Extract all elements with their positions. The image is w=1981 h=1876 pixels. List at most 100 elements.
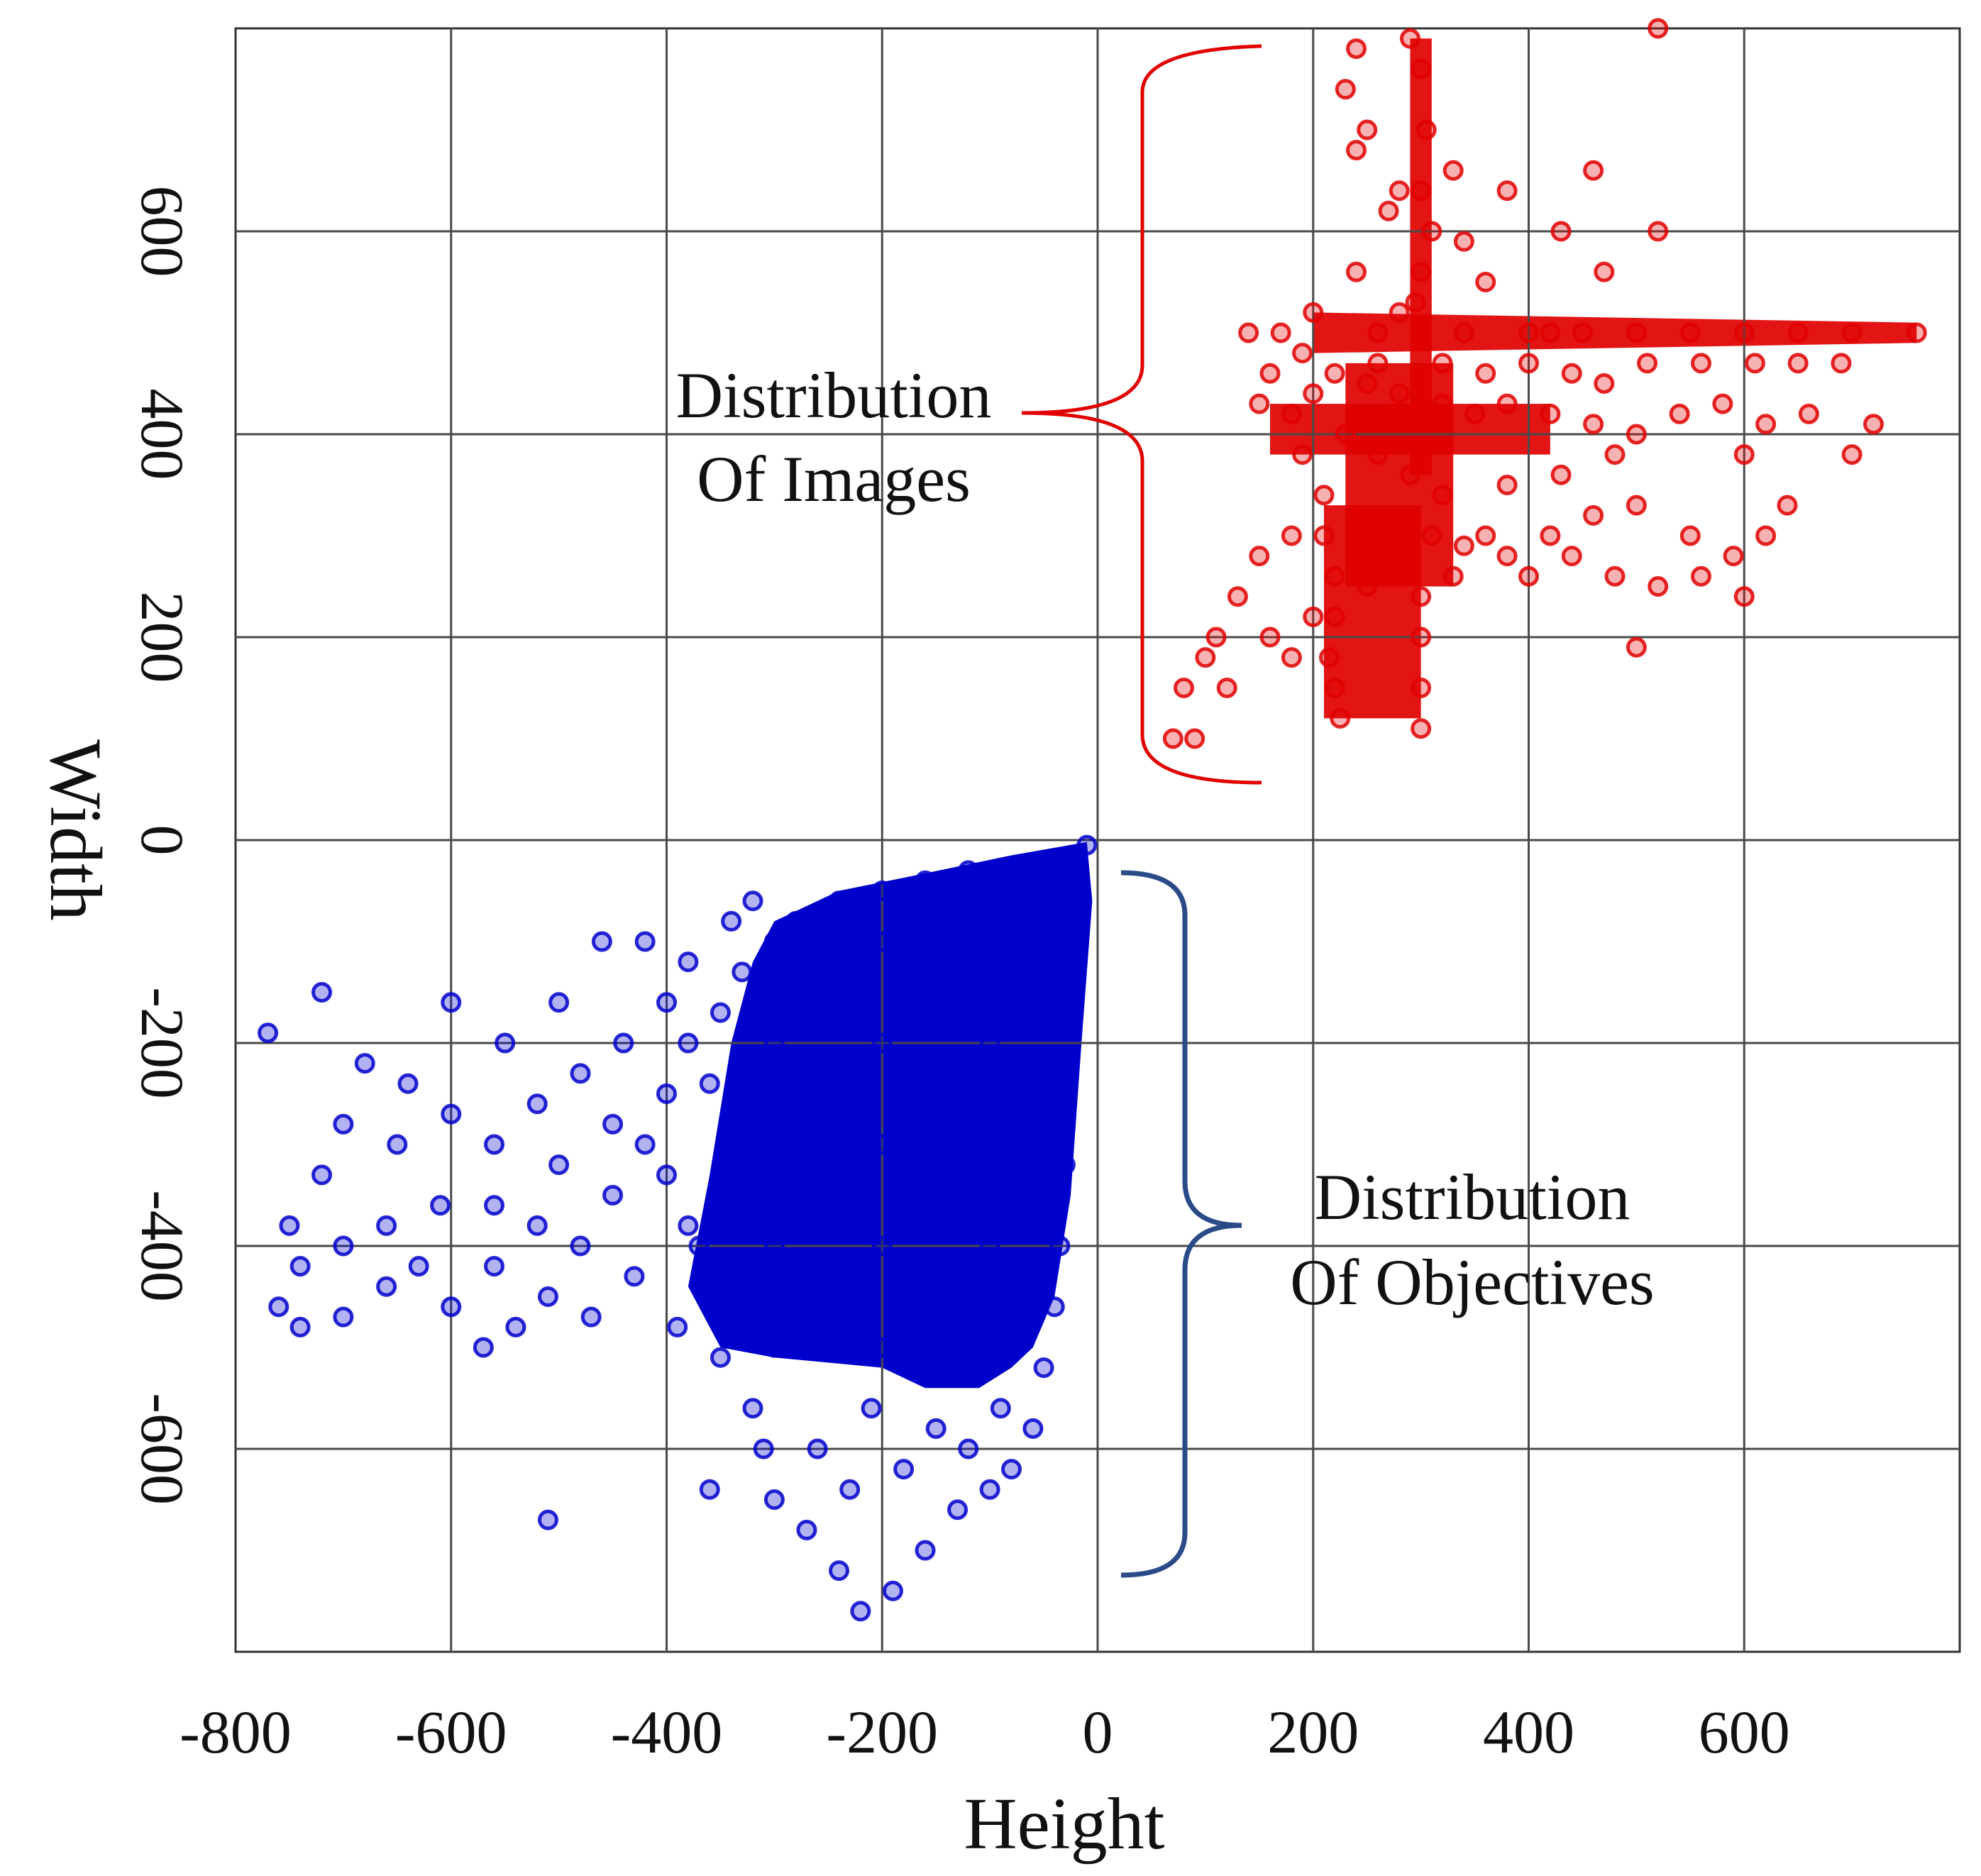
objective-point xyxy=(763,1235,785,1257)
objective-point xyxy=(602,1185,624,1205)
objective-point xyxy=(958,860,979,881)
y-tick-label: 0 xyxy=(128,825,197,856)
image-point xyxy=(1292,444,1313,465)
image-point xyxy=(1626,424,1647,445)
image-point xyxy=(1733,586,1755,607)
objective-point xyxy=(829,890,849,912)
objective-point xyxy=(1044,850,1065,871)
objective-point xyxy=(495,1032,516,1054)
image-point xyxy=(1691,565,1711,587)
objective-point xyxy=(656,1083,677,1104)
objective-point xyxy=(484,1195,504,1216)
image-point xyxy=(1712,393,1733,414)
objective-point xyxy=(526,1215,548,1236)
objective-point xyxy=(1066,910,1087,932)
image-point xyxy=(1249,393,1270,414)
objective-point xyxy=(861,1398,882,1419)
objective-point xyxy=(710,1002,731,1023)
objective-point xyxy=(678,951,699,973)
objective-point xyxy=(279,1215,300,1236)
image-point xyxy=(1411,58,1432,79)
objective-point xyxy=(354,1053,375,1074)
objective-point xyxy=(710,1347,731,1368)
objective-point xyxy=(871,931,893,952)
objectives-dense-region xyxy=(688,842,1093,1389)
image-point xyxy=(1679,322,1701,343)
objective-point xyxy=(763,931,785,952)
objective-point xyxy=(817,1185,839,1205)
image-point xyxy=(1755,525,1777,546)
objective-point xyxy=(915,1540,936,1561)
objective-point xyxy=(925,1185,947,1205)
image-point xyxy=(1216,678,1237,698)
image-point xyxy=(1421,525,1442,546)
objective-point xyxy=(1022,1418,1044,1439)
objective-point xyxy=(871,1032,893,1054)
objective-point xyxy=(441,992,462,1013)
objective-point xyxy=(796,1519,817,1540)
objective-point xyxy=(268,1296,289,1318)
y-tick-label: 400 xyxy=(128,389,197,480)
objectives-bracket xyxy=(1120,870,1242,1578)
objective-point xyxy=(537,1286,558,1307)
image-point xyxy=(1464,403,1486,424)
image-point xyxy=(1346,140,1367,161)
objectives-annotation-line-1: Distribution xyxy=(1315,1161,1630,1233)
objective-point xyxy=(548,992,570,1013)
objective-point xyxy=(570,1235,591,1257)
objective-point xyxy=(311,1164,332,1186)
image-point xyxy=(1432,393,1453,414)
image-point xyxy=(1335,424,1356,445)
objective-point xyxy=(441,1103,462,1125)
objective-point xyxy=(1054,1154,1076,1176)
objective-point xyxy=(871,1235,893,1257)
image-point xyxy=(1399,464,1420,485)
objective-point xyxy=(699,1073,720,1094)
objective-point xyxy=(732,961,753,983)
image-point xyxy=(1367,353,1389,374)
image-point xyxy=(1319,647,1340,668)
image-point xyxy=(1561,546,1582,567)
image-point xyxy=(1583,160,1604,181)
image-point xyxy=(1755,414,1777,435)
objective-point xyxy=(979,1134,1000,1155)
objective-point xyxy=(634,1134,656,1155)
image-point xyxy=(1831,353,1852,374)
grid xyxy=(234,27,1961,1653)
objective-point xyxy=(333,1113,354,1135)
objective-point xyxy=(441,1296,462,1318)
image-point xyxy=(1540,403,1561,424)
y-tick-label: 200 xyxy=(128,592,197,683)
image-point xyxy=(1195,647,1216,668)
image-point xyxy=(1518,565,1539,587)
image-point xyxy=(1648,221,1669,242)
image-point xyxy=(1324,678,1345,698)
objective-point xyxy=(602,1113,624,1135)
objective-point xyxy=(591,931,612,952)
objective-point xyxy=(1076,834,1098,856)
objective-point xyxy=(699,1479,720,1500)
image-point xyxy=(1238,322,1259,343)
objective-point xyxy=(505,1316,526,1337)
objective-point xyxy=(817,1286,839,1307)
image-point xyxy=(1357,576,1378,597)
objective-point xyxy=(580,1306,602,1328)
image-point xyxy=(1691,353,1711,374)
objective-point xyxy=(817,982,839,1003)
objective-point xyxy=(1001,1459,1022,1480)
image-point xyxy=(1411,322,1432,343)
objective-point xyxy=(871,1134,893,1155)
objective-point xyxy=(311,982,332,1003)
image-point xyxy=(1496,393,1518,414)
x-tick-label: -200 xyxy=(826,1698,938,1766)
image-point xyxy=(1281,525,1302,546)
objective-point xyxy=(990,1398,1011,1419)
image-point xyxy=(1572,322,1593,343)
x-tick-label: 200 xyxy=(1267,1698,1359,1766)
image-point xyxy=(1906,322,1927,343)
objective-point xyxy=(387,1134,408,1155)
x-tick-label: -600 xyxy=(395,1698,507,1766)
series-points xyxy=(258,18,1927,1622)
objective-point xyxy=(742,1398,763,1419)
image-point xyxy=(1346,261,1367,282)
